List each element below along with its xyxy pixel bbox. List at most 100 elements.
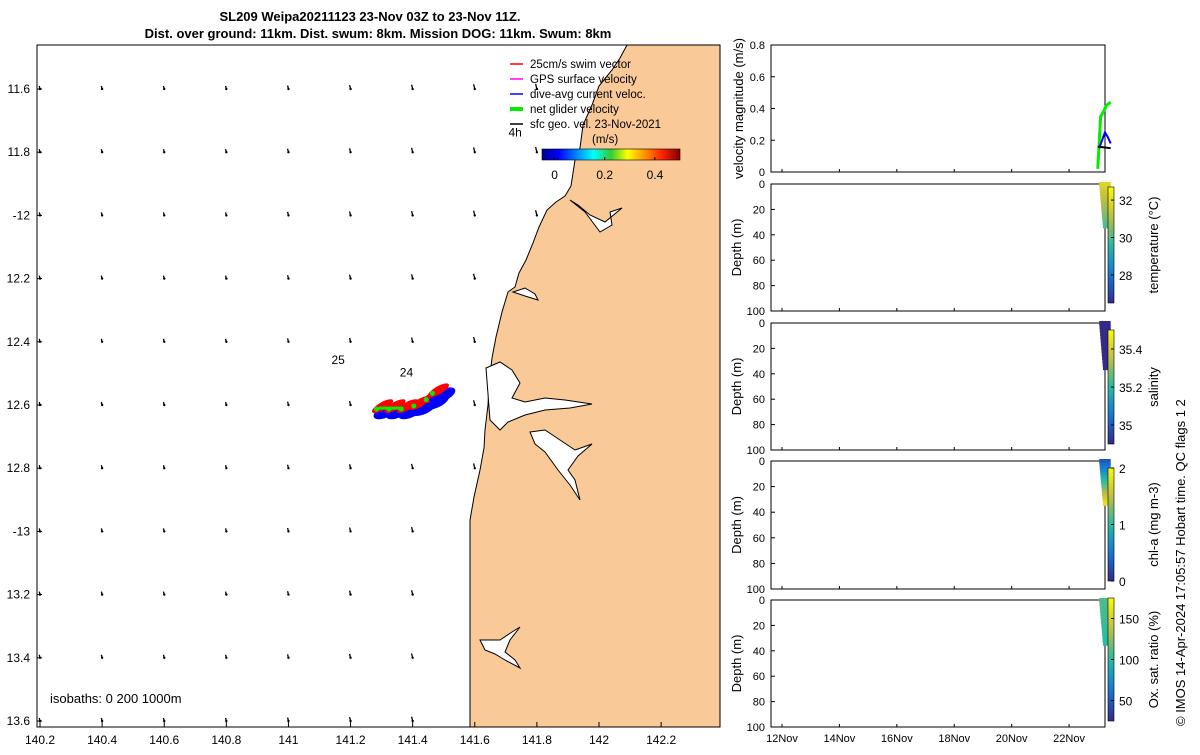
- map-x-tick-label: 141.2: [336, 733, 366, 747]
- geo-vector-dot: [287, 277, 290, 280]
- chla-data-cell: [1101, 484, 1111, 490]
- oxygen-data-cell: [1099, 598, 1111, 603]
- oxygen-data-cell: [1101, 624, 1111, 630]
- map-annotation: 4h: [508, 125, 521, 139]
- velocity-series: [1096, 100, 1112, 169]
- salinity-colorbar-tick-label: 35.4: [1119, 343, 1143, 357]
- oxygen-data-cell: [1100, 614, 1111, 620]
- geo-vector-dot: [287, 719, 290, 723]
- chla-data-cell: [1100, 468, 1111, 474]
- geo-vector-dot: [535, 87, 539, 91]
- salinity-colorbar-label: salinity: [1146, 367, 1161, 407]
- geo-vector-dot: [349, 340, 352, 343]
- salinity-data-cell: [1099, 327, 1111, 333]
- map-y-tick-label: -12: [13, 208, 31, 222]
- temperature-colorbar: [1107, 186, 1115, 304]
- map-x-tick-label: 140.4: [87, 733, 117, 747]
- geo-vector-dot: [349, 467, 352, 470]
- oxygen-ylabel: Depth (m): [729, 635, 744, 693]
- colorbar-ticks: 0 0.2 0.4: [551, 157, 664, 182]
- geo-vector-dot: [225, 214, 228, 217]
- geo-vector-dot: [163, 340, 166, 343]
- oxygen-panel: 0 20 40 60 80 100 Depth (m) 50 100 150 Ox. sat. ra…: [729, 595, 1161, 734]
- geo-vector-dot: [349, 593, 352, 596]
- geo-vector-dot: [473, 467, 476, 470]
- geo-vector-dot: [225, 467, 228, 470]
- geo-vector-dot: [100, 151, 104, 154]
- velocity-y-tick-label: 0.4: [750, 104, 765, 116]
- velocity-y-tick-label: 0.8: [750, 40, 765, 52]
- title-line-1: SL209 Weipa20211123 23-Nov 03Z to 23-Nov…: [219, 9, 520, 24]
- geo-vector-dot: [349, 719, 352, 723]
- land-polygon: [469, 44, 721, 728]
- geo-vector-dot: [287, 340, 290, 343]
- temperature-data-cell: [1100, 191, 1111, 197]
- geo-vector-dot: [535, 214, 539, 217]
- colorbar-tick-label: 0.4: [647, 168, 664, 182]
- footer-note: © IMOS 14-Apr-2024 17:05:57 Hobart time.…: [1173, 399, 1188, 726]
- geo-vector-dot: [411, 719, 414, 723]
- chla-data-cell: [1102, 491, 1111, 497]
- geo-vector-dot: [287, 403, 290, 407]
- salinity-ylabel: Depth (m): [729, 358, 744, 416]
- salinity-data-cell: [1099, 324, 1111, 330]
- net-glider-point: [429, 390, 435, 396]
- net-glider-point: [423, 397, 429, 403]
- geo-vector-dot: [225, 403, 228, 407]
- geo-vector-dot: [411, 340, 414, 343]
- temperature-ylabel: Depth (m): [729, 219, 744, 277]
- oxygen-y-tick-label: 20: [753, 620, 765, 632]
- salinity-y-tick-label: 100: [747, 445, 765, 457]
- geo-vector-dot: [163, 214, 166, 217]
- temperature-data-cell: [1099, 185, 1111, 190]
- chla-colorbar-tick-label: 2: [1119, 462, 1126, 476]
- geo-vector-dot: [535, 151, 539, 154]
- oxygen-colorbar-label: Ox. sat. ratio (%): [1146, 611, 1161, 709]
- geo-vector-dot: [225, 87, 228, 91]
- legend-label: GPS surface velocity: [530, 74, 637, 86]
- velocity-panel: 0 0.2 0.4 0.6 0.8 velocity magnitude (m/s): [731, 38, 1112, 179]
- chla-data-cell: [1099, 459, 1111, 464]
- salinity-data-cell: [1100, 334, 1111, 340]
- geo-vector-dot: [287, 214, 290, 217]
- salinity-data-cell: [1101, 348, 1111, 354]
- oxygen-data-cell: [1102, 637, 1111, 643]
- oxygen-data-cell: [1100, 607, 1111, 613]
- map-y-tick-label: 13.6: [7, 714, 31, 728]
- geo-vector-dot: [100, 87, 104, 91]
- oxygen-y-tick-label: 60: [753, 671, 765, 683]
- temperature-data-cell: [1100, 194, 1111, 200]
- chla-y-tick-label: 20: [753, 482, 765, 494]
- net-glider-point: [411, 403, 417, 409]
- net-glider-point: [374, 406, 380, 412]
- temperature-frame: [770, 183, 1106, 312]
- chla-y-tick-label: 60: [753, 533, 765, 545]
- temperature-data-cell: [1101, 204, 1111, 210]
- date-tick-label: 22Nov: [1053, 733, 1085, 745]
- geo-vector-dot: [225, 593, 228, 596]
- map-y-tick-label: 12.4: [7, 335, 31, 349]
- geostrophic-vectors: [38, 83, 539, 723]
- geo-vector-dot: [349, 151, 352, 154]
- temperature-y-tick-label: 0: [759, 179, 765, 191]
- velocity-y-tick-label: 0.6: [750, 72, 765, 84]
- geo-vector-dot: [225, 656, 228, 659]
- map-x-tick-label: 141.8: [522, 733, 552, 747]
- salinity-y-tick-label: 80: [753, 420, 765, 432]
- geo-vector-dot: [163, 719, 166, 723]
- oxygen-data-cell: [1102, 634, 1111, 640]
- oxygen-colorbar-tick-label: 50: [1119, 695, 1133, 709]
- chla-colorbar-label: chl-a (mg m-3): [1146, 482, 1161, 567]
- map-x-tick-label: 140.6: [149, 733, 179, 747]
- temperature-y-tick-label: 80: [753, 281, 765, 293]
- map-x-tick-label: 142.2: [646, 733, 676, 747]
- salinity-data-cell: [1102, 365, 1111, 371]
- geo-vector-dot: [349, 656, 352, 659]
- colorbar-tick-label: 0.2: [596, 168, 613, 182]
- salinity-data-cell: [1100, 341, 1111, 347]
- temperature-data-cell: [1102, 223, 1111, 229]
- oxygen-y-tick-label: 40: [753, 646, 765, 658]
- glider-track: [371, 383, 456, 420]
